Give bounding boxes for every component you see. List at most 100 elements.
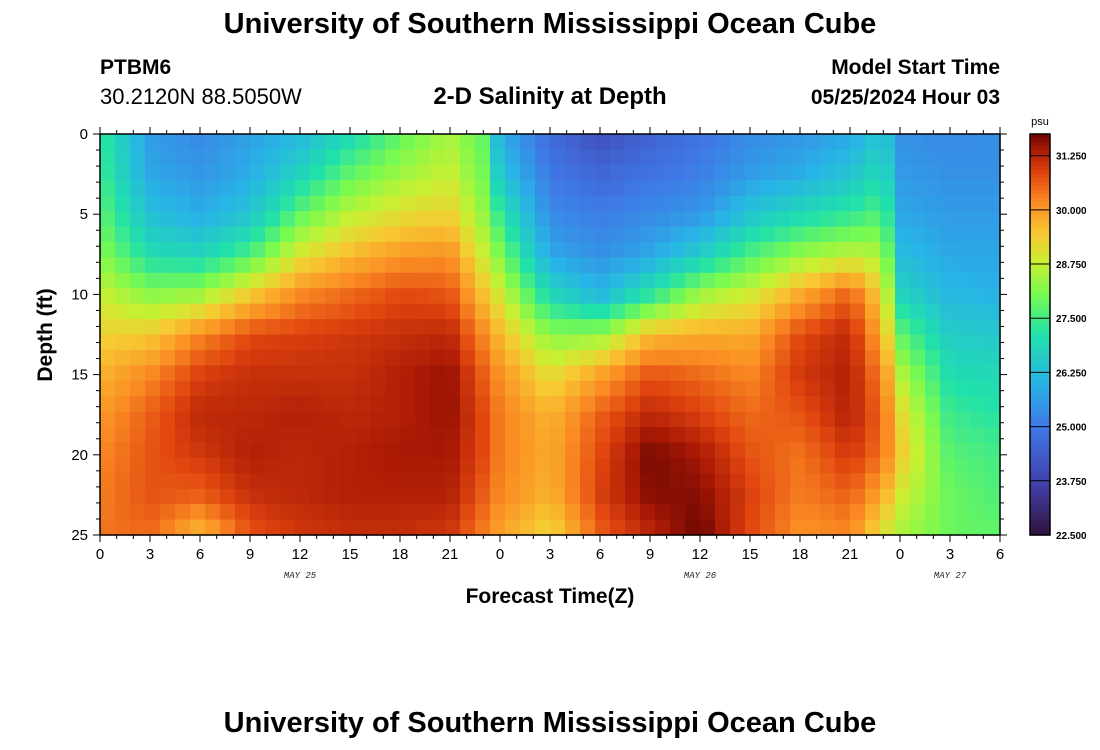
colorbar-segment [1030,290,1050,295]
heatmap-cell [505,396,521,413]
heatmap-cell [790,334,806,351]
heatmap-cell [985,473,1001,490]
heatmap-cell [235,334,251,351]
heatmap-cell [325,488,341,505]
heatmap-cell [520,303,536,320]
heatmap-cell [505,226,521,243]
heatmap-cell [460,365,476,382]
heatmap-cell [535,349,551,366]
heatmap-cell [625,241,641,258]
heatmap-cell [970,473,986,490]
heatmap-cell [775,488,791,505]
heatmap-cell [775,380,791,397]
heatmap-cell [235,164,251,181]
heatmap-cell [640,427,656,444]
heatmap-cell [220,149,236,166]
heatmap-cell [430,427,446,444]
heatmap-cell [865,396,881,413]
heatmap-cell [610,226,626,243]
heatmap-cell [280,442,296,459]
heatmap-cell [220,427,236,444]
heatmap-cell [535,180,551,197]
heatmap-cell [310,488,326,505]
heatmap-cell [745,303,761,320]
heatmap-cell [400,288,416,305]
heatmap-cell [940,319,956,336]
heatmap-cell [370,319,386,336]
heatmap-cell [475,519,491,536]
heatmap-cell [745,519,761,536]
heatmap-cell [250,272,266,289]
heatmap-cell [445,288,461,305]
heatmap-cell [760,380,776,397]
heatmap-cell [790,488,806,505]
heatmap-cell [895,442,911,459]
heatmap-cell [805,149,821,166]
heatmap-cell [490,488,506,505]
heatmap-cell [955,241,971,258]
colorbar-segment [1030,166,1050,171]
heatmap-cell [925,396,941,413]
heatmap-cell [535,226,551,243]
date-label: MAY 27 [934,571,967,581]
heatmap-cell [295,211,311,228]
heatmap-cell [490,164,506,181]
y-tick-label: 25 [71,527,88,544]
heatmap-cell [415,488,431,505]
heatmap-cell [310,334,326,351]
heatmap-cell [385,257,401,274]
heatmap-cell [985,334,1001,351]
heatmap-cell [730,257,746,274]
heatmap-cell [295,134,311,151]
heatmap-cell [595,442,611,459]
heatmap-cell [985,427,1001,444]
heatmap-cell [235,272,251,289]
heatmap-cell [925,442,941,459]
heatmap-cell [955,473,971,490]
heatmap-cell [280,288,296,305]
heatmap-cell [970,134,986,151]
heatmap-cell [550,488,566,505]
heatmap-cell [160,488,176,505]
heatmap-cell [430,272,446,289]
heatmap-cell [745,288,761,305]
heatmap-cell [205,272,221,289]
heatmap-cell [460,457,476,474]
heatmap-cell [895,211,911,228]
heatmap-cell [430,411,446,428]
heatmap-cell [925,427,941,444]
heatmap-cell [940,180,956,197]
heatmap-cell [175,226,191,243]
heatmap-cell [625,334,641,351]
heatmap-cell [850,149,866,166]
heatmap-cell [895,396,911,413]
heatmap-cell [355,396,371,413]
heatmap-cell [820,365,836,382]
heatmap-cell [445,272,461,289]
heatmap-cell [340,226,356,243]
heatmap-cell [505,473,521,490]
heatmap-cell [250,396,266,413]
heatmap-cell [325,365,341,382]
heatmap-cell [910,134,926,151]
heatmap-cell [205,164,221,181]
heatmap-cell [100,164,116,181]
heatmap-cell [295,164,311,181]
heatmap-cell [760,488,776,505]
heatmap-cell [805,226,821,243]
heatmap-cell [730,288,746,305]
heatmap-cell [670,411,686,428]
heatmap-cell [385,241,401,258]
heatmap-cell [565,349,581,366]
heatmap-cell [340,241,356,258]
heatmap-cell [970,457,986,474]
heatmap-cell [850,519,866,536]
heatmap-cell [790,396,806,413]
heatmap-cell [280,195,296,212]
heatmap-cell [325,411,341,428]
heatmap-cell [460,288,476,305]
heatmap-cell [670,195,686,212]
heatmap-cell [430,473,446,490]
heatmap-cell [460,195,476,212]
heatmap-cell [580,241,596,258]
